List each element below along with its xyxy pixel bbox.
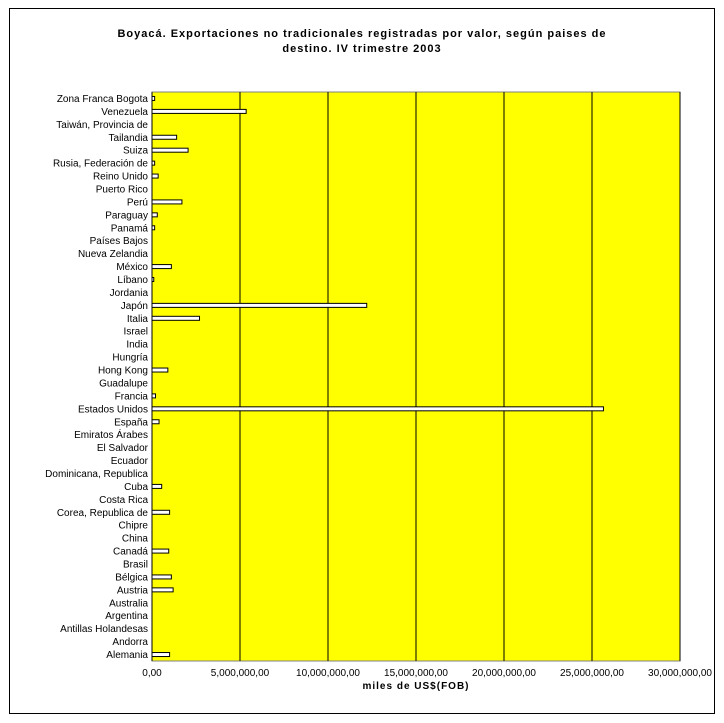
category-label-2: Taiwán, Provincia de bbox=[56, 120, 148, 131]
category-label-6: Reino Unido bbox=[93, 172, 148, 183]
category-label-27: El Salvador bbox=[97, 443, 149, 454]
bar-17 bbox=[151, 315, 201, 321]
category-label-37: Bélgica bbox=[115, 572, 148, 583]
bar-38 bbox=[151, 587, 174, 593]
bars bbox=[151, 95, 604, 658]
bar-4 bbox=[151, 147, 189, 153]
x-tick-label-0: 0,00 bbox=[142, 668, 162, 679]
bar-24 bbox=[151, 406, 604, 412]
category-label-20: Hungría bbox=[112, 353, 148, 364]
category-label-21: Hong Kong bbox=[98, 366, 148, 377]
category-label-8: Perú bbox=[127, 197, 148, 208]
category-label-0: Zona Franca Bogota bbox=[57, 94, 149, 105]
bar-10 bbox=[151, 225, 156, 231]
chart-svg: Boyacá. Exportaciones no tradicionales r… bbox=[45, 28, 712, 692]
category-label-4: Suiza bbox=[123, 146, 148, 157]
bar-30 bbox=[151, 483, 163, 489]
bar-35 bbox=[151, 548, 170, 554]
bar-0 bbox=[151, 95, 156, 101]
chart-title-line-1: Boyacá. Exportaciones no tradicionales r… bbox=[117, 28, 606, 40]
bar-6 bbox=[151, 173, 159, 179]
x-axis-title: miles de US$(FOB) bbox=[362, 681, 469, 692]
category-label-22: Guadalupe bbox=[99, 378, 148, 389]
category-label-30: Cuba bbox=[124, 482, 148, 493]
category-label-17: Italia bbox=[127, 314, 149, 325]
chart-title-line-2: destino. IV trimestre 2003 bbox=[282, 43, 441, 55]
category-label-10: Panamá bbox=[111, 223, 149, 234]
bar-21 bbox=[151, 367, 169, 373]
bar-9 bbox=[151, 212, 158, 218]
bar-1 bbox=[151, 108, 247, 114]
bar-13 bbox=[151, 264, 172, 270]
x-tick-label-5: 25,000,000,00 bbox=[560, 668, 624, 679]
category-label-33: Chipre bbox=[119, 521, 149, 532]
category-label-25: España bbox=[114, 417, 148, 428]
x-tick-label-4: 20,000,000,00 bbox=[472, 668, 536, 679]
category-label-36: Brasil bbox=[123, 560, 148, 571]
category-label-35: Canadá bbox=[113, 547, 148, 558]
category-label-5: Rusia, Federación de bbox=[53, 159, 148, 170]
bar-37 bbox=[151, 574, 172, 580]
category-label-14: Líbano bbox=[117, 275, 148, 286]
category-label-12: Nueva Zelandia bbox=[78, 249, 148, 260]
category-label-24: Estados Unidos bbox=[78, 404, 148, 415]
category-label-15: Jordania bbox=[110, 288, 149, 299]
category-label-28: Ecuador bbox=[111, 456, 149, 467]
category-label-41: Antillas Holandesas bbox=[60, 624, 148, 635]
category-labels: Zona Franca Bogota Venezuela Taiwán, Provi… bbox=[45, 94, 149, 661]
bar-43 bbox=[151, 652, 171, 658]
category-label-32: Corea, Republica de bbox=[57, 508, 149, 519]
bar-32 bbox=[151, 509, 171, 515]
category-label-29: Dominicana, Republica bbox=[45, 469, 148, 480]
category-label-9: Paraguay bbox=[105, 210, 148, 221]
category-label-19: India bbox=[126, 340, 148, 351]
chart-frame: Boyacá. Exportaciones no tradicionales r… bbox=[9, 8, 715, 714]
category-label-34: China bbox=[122, 534, 149, 545]
category-label-16: Japón bbox=[121, 301, 148, 312]
x-tick-label-2: 10,000,000,00 bbox=[296, 668, 360, 679]
category-label-43: Alemania bbox=[106, 650, 148, 661]
category-label-38: Austria bbox=[117, 585, 149, 596]
x-tick-label-1: 5,000,000,00 bbox=[211, 668, 270, 679]
category-label-40: Argentina bbox=[105, 611, 148, 622]
grid-lines bbox=[151, 92, 681, 661]
category-label-3: Tailandia bbox=[109, 133, 149, 144]
category-label-39: Australia bbox=[109, 598, 148, 609]
x-tick-label-3: 15,000,000,00 bbox=[384, 668, 448, 679]
category-label-7: Puerto Rico bbox=[96, 184, 149, 195]
bar-14 bbox=[151, 277, 155, 283]
category-label-18: Israel bbox=[124, 327, 148, 338]
x-tick-labels: 0,00 5,000,000,00 10,000,000,00 15,000,000,… bbox=[142, 668, 712, 679]
category-label-11: Países Bajos bbox=[90, 236, 148, 247]
category-label-13: México bbox=[116, 262, 148, 273]
bar-23 bbox=[151, 393, 157, 399]
x-tick-label-6: 30,000,000,00 bbox=[648, 668, 712, 679]
bar-5 bbox=[151, 160, 156, 166]
category-label-31: Costa Rica bbox=[99, 495, 148, 506]
bar-16 bbox=[151, 302, 368, 308]
category-label-42: Andorra bbox=[112, 637, 148, 648]
bar-3 bbox=[151, 134, 178, 140]
bar-25 bbox=[151, 419, 160, 425]
category-label-1: Venezuela bbox=[101, 107, 148, 118]
category-label-23: Francia bbox=[115, 391, 149, 402]
bar-8 bbox=[151, 199, 183, 205]
category-label-26: Emiratos Árabes bbox=[74, 428, 148, 441]
